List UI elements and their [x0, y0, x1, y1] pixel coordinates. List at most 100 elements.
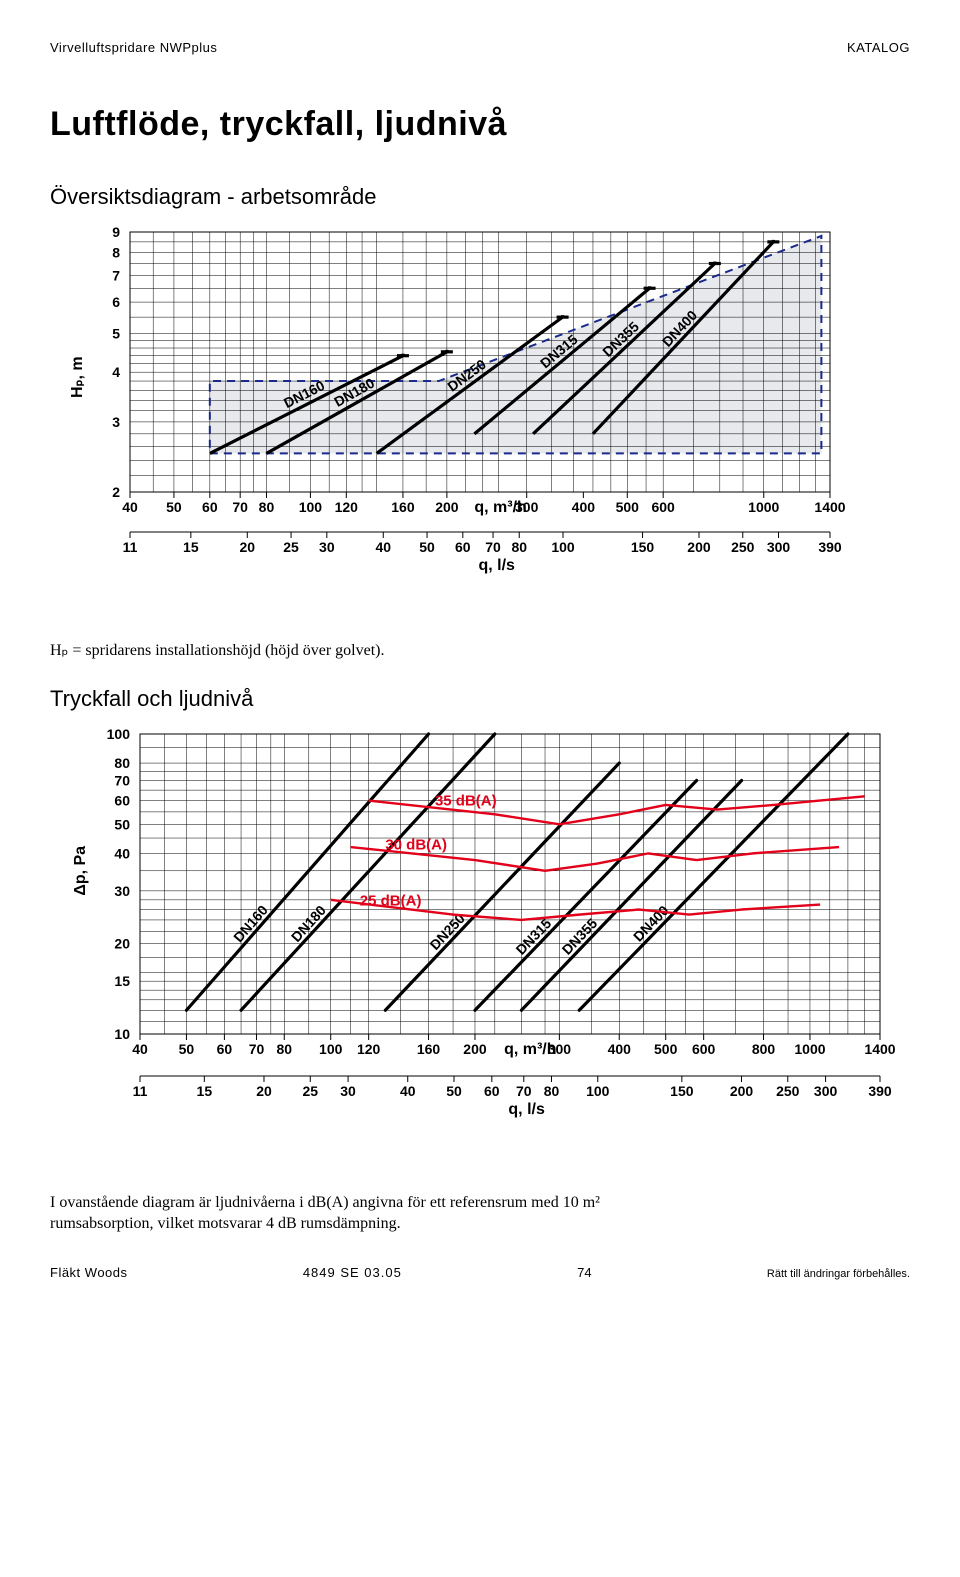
svg-text:80: 80 [114, 755, 130, 771]
svg-text:100: 100 [319, 1041, 343, 1057]
svg-text:500: 500 [616, 499, 640, 515]
svg-text:160: 160 [417, 1041, 441, 1057]
svg-text:q, m³/h: q, m³/h [474, 499, 526, 516]
svg-text:40: 40 [375, 539, 391, 555]
svg-text:30 dB(A): 30 dB(A) [385, 836, 447, 853]
svg-text:200: 200 [463, 1041, 487, 1057]
svg-text:60: 60 [455, 539, 471, 555]
svg-text:11: 11 [133, 1083, 148, 1099]
svg-text:20: 20 [239, 539, 255, 555]
svg-text:120: 120 [357, 1041, 381, 1057]
svg-text:Δp, Pa: Δp, Pa [72, 845, 89, 895]
chart2: DN160DN180DN250DN315DN355DN40025 dB(A)30… [50, 724, 910, 1184]
header-left: Virvelluftspridare NWPplus [50, 40, 217, 55]
svg-text:q, l/s: q, l/s [479, 557, 516, 574]
svg-text:3: 3 [112, 414, 120, 430]
svg-text:30: 30 [114, 882, 130, 898]
svg-text:6: 6 [112, 294, 120, 310]
svg-text:8: 8 [112, 244, 120, 260]
svg-text:15: 15 [183, 539, 199, 555]
svg-text:q, l/s: q, l/s [508, 1101, 545, 1118]
svg-text:80: 80 [276, 1041, 292, 1057]
svg-text:15: 15 [197, 1083, 213, 1099]
svg-text:40: 40 [122, 499, 138, 515]
svg-text:800: 800 [752, 1041, 776, 1057]
svg-text:400: 400 [608, 1041, 632, 1057]
svg-text:50: 50 [114, 816, 130, 832]
svg-text:2: 2 [112, 484, 120, 500]
svg-text:60: 60 [217, 1041, 233, 1057]
svg-text:1400: 1400 [864, 1041, 895, 1057]
svg-text:200: 200 [730, 1083, 754, 1099]
svg-text:80: 80 [511, 539, 527, 555]
svg-text:1400: 1400 [814, 499, 845, 515]
svg-text:20: 20 [114, 935, 130, 951]
svg-text:200: 200 [687, 539, 711, 555]
svg-text:1000: 1000 [794, 1041, 825, 1057]
svg-text:150: 150 [631, 539, 655, 555]
svg-text:250: 250 [776, 1083, 800, 1099]
svg-text:400: 400 [572, 499, 596, 515]
svg-text:70: 70 [114, 772, 130, 788]
svg-text:1000: 1000 [748, 499, 779, 515]
svg-text:40: 40 [114, 845, 130, 861]
chart1: DN160DN180DN250DN315DN355DN40023456789Hₚ… [50, 222, 910, 632]
svg-text:5: 5 [112, 326, 120, 342]
header-right: KATALOG [847, 40, 910, 55]
svg-text:25 dB(A): 25 dB(A) [360, 892, 422, 909]
svg-text:30: 30 [340, 1083, 356, 1099]
svg-text:60: 60 [114, 792, 130, 808]
svg-text:7: 7 [112, 267, 120, 283]
svg-text:25: 25 [302, 1083, 318, 1099]
chart1-svg: DN160DN180DN250DN315DN355DN40023456789Hₚ… [50, 222, 870, 632]
svg-text:200: 200 [435, 499, 459, 515]
footer-brand: Fläkt Woods [50, 1265, 128, 1280]
footer-doc: 4849 SE 03.05 [303, 1265, 402, 1280]
svg-text:100: 100 [551, 539, 575, 555]
svg-text:60: 60 [202, 499, 218, 515]
svg-text:70: 70 [516, 1083, 532, 1099]
svg-text:100: 100 [299, 499, 323, 515]
svg-text:9: 9 [112, 224, 120, 240]
svg-text:15: 15 [114, 973, 130, 989]
svg-text:10: 10 [114, 1026, 130, 1042]
svg-text:600: 600 [651, 499, 675, 515]
svg-text:50: 50 [446, 1083, 462, 1099]
svg-text:600: 600 [692, 1041, 716, 1057]
svg-text:500: 500 [654, 1041, 678, 1057]
chart2-svg: DN160DN180DN250DN315DN355DN40025 dB(A)30… [50, 724, 910, 1184]
svg-text:30: 30 [319, 539, 335, 555]
svg-text:120: 120 [335, 499, 359, 515]
svg-text:50: 50 [179, 1041, 195, 1057]
note-hp: Hₚ = spridarens installationshöjd (höjd … [50, 640, 910, 662]
svg-text:40: 40 [132, 1041, 148, 1057]
svg-text:35 dB(A): 35 dB(A) [435, 792, 497, 809]
svg-text:100: 100 [586, 1083, 610, 1099]
page-title: Luftflöde, tryckfall, ljudnivå [50, 105, 910, 144]
footer-rights: Rätt till ändringar förbehålles. [767, 1268, 910, 1280]
svg-text:100: 100 [107, 726, 131, 742]
svg-text:11: 11 [123, 539, 138, 555]
svg-text:390: 390 [868, 1083, 892, 1099]
svg-text:390: 390 [818, 539, 842, 555]
svg-text:80: 80 [544, 1083, 560, 1099]
svg-text:25: 25 [283, 539, 299, 555]
chart1-subtitle: Översiktsdiagram - arbetsområde [50, 184, 910, 210]
page-footer: Fläkt Woods 4849 SE 03.05 74 Rätt till ä… [50, 1265, 910, 1280]
svg-text:50: 50 [419, 539, 435, 555]
svg-text:q, m³/h: q, m³/h [504, 1041, 556, 1058]
svg-text:150: 150 [670, 1083, 694, 1099]
note-db: I ovanstående diagram är ljudnivåerna i … [50, 1192, 610, 1235]
svg-text:60: 60 [484, 1083, 500, 1099]
svg-text:4: 4 [112, 364, 120, 380]
svg-text:300: 300 [814, 1083, 838, 1099]
svg-text:70: 70 [232, 499, 248, 515]
svg-text:70: 70 [485, 539, 501, 555]
page-header: Virvelluftspridare NWPplus KATALOG [50, 40, 910, 55]
svg-text:Hₚ, m: Hₚ, m [69, 356, 86, 398]
svg-text:70: 70 [249, 1041, 265, 1057]
footer-page: 74 [577, 1265, 591, 1280]
svg-text:80: 80 [259, 499, 275, 515]
svg-text:300: 300 [767, 539, 791, 555]
svg-text:160: 160 [391, 499, 415, 515]
